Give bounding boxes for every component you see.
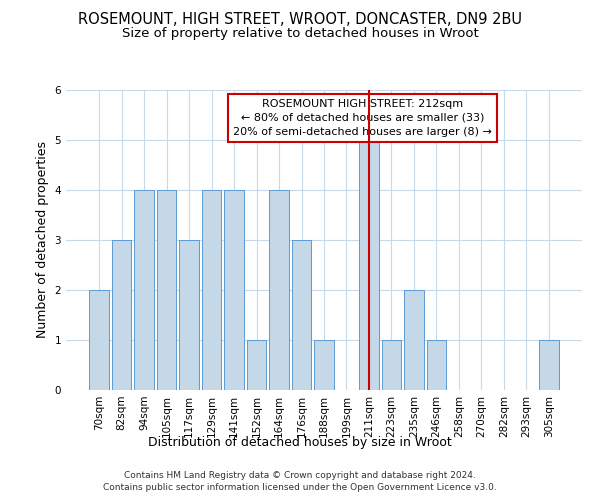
Bar bbox=[224, 190, 244, 390]
Text: ROSEMOUNT, HIGH STREET, WROOT, DONCASTER, DN9 2BU: ROSEMOUNT, HIGH STREET, WROOT, DONCASTER… bbox=[78, 12, 522, 28]
Text: Contains public sector information licensed under the Open Government Licence v3: Contains public sector information licen… bbox=[103, 484, 497, 492]
Y-axis label: Number of detached properties: Number of detached properties bbox=[36, 142, 49, 338]
Text: Size of property relative to detached houses in Wroot: Size of property relative to detached ho… bbox=[122, 28, 478, 40]
Bar bbox=[112, 240, 131, 390]
Text: Contains HM Land Registry data © Crown copyright and database right 2024.: Contains HM Land Registry data © Crown c… bbox=[124, 471, 476, 480]
Bar bbox=[404, 290, 424, 390]
Text: ROSEMOUNT HIGH STREET: 212sqm
← 80% of detached houses are smaller (33)
20% of s: ROSEMOUNT HIGH STREET: 212sqm ← 80% of d… bbox=[233, 99, 492, 137]
Bar bbox=[89, 290, 109, 390]
Bar bbox=[179, 240, 199, 390]
Text: Distribution of detached houses by size in Wroot: Distribution of detached houses by size … bbox=[148, 436, 452, 449]
Bar bbox=[382, 340, 401, 390]
Bar bbox=[202, 190, 221, 390]
Bar bbox=[134, 190, 154, 390]
Bar bbox=[292, 240, 311, 390]
Bar bbox=[539, 340, 559, 390]
Bar bbox=[157, 190, 176, 390]
Bar bbox=[427, 340, 446, 390]
Bar bbox=[269, 190, 289, 390]
Bar bbox=[314, 340, 334, 390]
Bar bbox=[359, 140, 379, 390]
Bar bbox=[247, 340, 266, 390]
